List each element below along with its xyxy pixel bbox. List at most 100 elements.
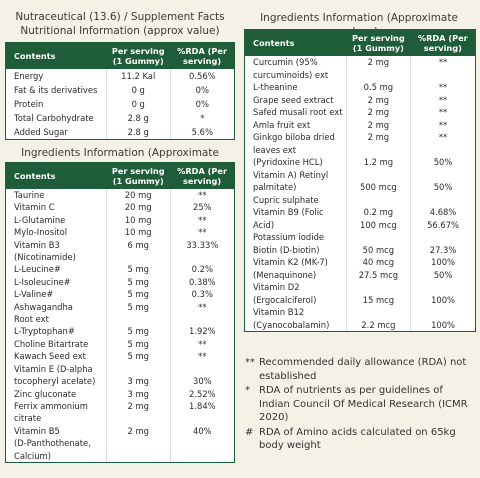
- table-cell: 3 mg: [105, 375, 171, 388]
- table-cell: 10 mg: [105, 213, 171, 227]
- table-row: Vitamin D2: [245, 281, 475, 294]
- table-cell: 100 mcg: [345, 218, 411, 231]
- table-row: leaves ext: [245, 143, 475, 156]
- table-row: Fat & its derivatives 0 g 0%: [6, 83, 234, 97]
- table-cell: 30%: [169, 375, 234, 388]
- table-cell: 100%: [410, 318, 475, 331]
- table-cell: Curcumin (95%: [253, 57, 318, 67]
- table-cell: Vitamin B5: [14, 425, 60, 436]
- table-row: Kawach Seed ext 5 mg **: [6, 350, 234, 363]
- header-cell: Contents: [6, 163, 107, 189]
- table-cell: **: [169, 350, 234, 363]
- table-cell: **: [169, 213, 234, 227]
- table-cell: Potassium iodide: [253, 232, 325, 242]
- table-cell: 5 mg: [105, 350, 171, 363]
- table-cell: **: [410, 118, 475, 131]
- table-cell: **: [410, 56, 475, 69]
- table-cell: [169, 449, 234, 462]
- table-cell: 100%: [410, 293, 475, 306]
- table-cell: 0.2 mg: [345, 206, 411, 219]
- footnote-symbol: #: [245, 426, 254, 438]
- header-cell: Contents: [245, 30, 347, 56]
- table-cell: 2.2 mcg: [345, 318, 411, 331]
- table-row: Vitamin A) Retinyl: [245, 168, 475, 181]
- header-cell: %RDA (Per serving): [170, 163, 234, 189]
- table-cell: Fat & its derivatives: [14, 85, 98, 95]
- table-cell: Root ext: [14, 314, 49, 325]
- table-row: Vitamin E (D-alpha: [6, 362, 234, 376]
- table-row: Grape seed extract 2 mg **: [245, 93, 475, 106]
- table-cell: [105, 412, 171, 425]
- table-cell: L-Tryptophan#: [14, 326, 75, 337]
- table-cell: 0.38%: [169, 275, 234, 289]
- table-body: Taurine 20 mg ** Vitamin C 20 mg 25% L-Glutami…: [6, 189, 234, 462]
- table-cell: 5 mg: [105, 337, 171, 351]
- table-cell: [345, 281, 411, 294]
- table-cell: [410, 306, 475, 319]
- title-line: Nutraceutical (13.6) / Supplement Facts: [15, 11, 225, 23]
- table-cell: Total Carbohydrate: [14, 113, 94, 123]
- table-row: curcuminoids) ext: [245, 68, 475, 81]
- table-cell: (Cyanocobalamin): [253, 319, 330, 330]
- table-cell: (D-Panthothenate,: [14, 438, 91, 449]
- footnote-text: RDA of nutrients as per guidelines of In…: [259, 385, 468, 423]
- table-cell: Ferrix ammonium: [14, 400, 88, 411]
- table-row: (Menaquinone) 27.5 mcg 50%: [245, 268, 475, 281]
- table-cell: **: [410, 106, 475, 119]
- table-cell: 27.5 mcg: [345, 268, 411, 281]
- table-cell: 56.67%: [410, 218, 475, 231]
- table-cell: 0%: [169, 97, 234, 111]
- table-cell: [105, 449, 171, 462]
- table-row: Vitamin B3 6 mg 33.33%: [6, 238, 234, 252]
- table-cell: Protein: [14, 99, 44, 109]
- table-cell: 2.8 g: [105, 111, 171, 125]
- table-cell: 0.5 mg: [345, 81, 411, 94]
- table-row: L-Tryptophan# 5 mg 1.92%: [6, 325, 234, 338]
- table-row: Potassium iodide: [245, 231, 475, 244]
- table-cell: 20 mg: [105, 189, 171, 202]
- footnote-symbol: **: [245, 357, 255, 368]
- table-cell: citrate: [14, 413, 42, 424]
- table: Contents Per serving (1 Gummy) %RDA (Per s…: [245, 30, 475, 331]
- table-cell: Grape seed extract: [253, 94, 334, 105]
- table-row: citrate: [6, 412, 234, 425]
- table-cell: 5 mg: [105, 325, 171, 338]
- table-cell: 2 mg: [105, 424, 171, 438]
- table-cell: 2 mg: [345, 118, 411, 131]
- table-cell: 6 mg: [105, 238, 171, 252]
- footnote-text: RDA of Amino acids calculated on 65kg bo…: [259, 426, 456, 452]
- table-cell: 33.33%: [169, 238, 234, 252]
- table-cell: 1.2 mg: [345, 156, 411, 169]
- table-cell: 0%: [169, 83, 234, 97]
- table-row: Cupric sulphate: [245, 193, 475, 206]
- table-cell: palmitate): [253, 182, 297, 192]
- table-cell: [105, 437, 171, 450]
- table-cell: Taurine: [14, 190, 45, 200]
- table-cell: Vitamin B9 (Folic: [253, 207, 324, 217]
- table-body: Curcumin (95% 2 mg ** curcuminoids) ext L-th…: [245, 56, 475, 331]
- table-cell: [105, 362, 171, 376]
- table-row: Curcumin (95% 2 mg **: [245, 56, 475, 69]
- table-cell: 3 mg: [105, 387, 171, 400]
- table-row: Safed musali root ext 2 mg **: [245, 106, 475, 119]
- table-cell: [345, 168, 411, 181]
- header-cell: Per serving (1 Gummy): [346, 30, 411, 56]
- table-head: Contents Per serving (1 Gummy) %RDA (Per s…: [6, 163, 234, 189]
- table-row: Biotin (D-biotin) 50 mcg 27.3%: [245, 243, 475, 256]
- table-cell: **: [169, 226, 234, 239]
- table-cell: L-Leucine#: [14, 264, 61, 275]
- table-cell: 0.2%: [169, 263, 234, 276]
- table-cell: 5 mg: [105, 263, 171, 276]
- header-cell: Per serving (1 Gummy): [106, 163, 171, 189]
- footnote: # RDA of Amino acids calculated on 65kg b…: [245, 426, 475, 453]
- table-cell: 2.52%: [169, 387, 234, 400]
- table-cell: [345, 306, 411, 319]
- table-row: Acid) 100 mcg 56.67%: [245, 218, 475, 231]
- table-cell: **: [169, 189, 234, 202]
- table-cell: 1.84%: [169, 399, 234, 413]
- table-cell: [345, 193, 411, 206]
- table-cell: [345, 231, 411, 244]
- table-row: Ginkgo biloba dried 2 mg **: [245, 131, 475, 144]
- table-cell: (Ergocalciferol): [253, 294, 317, 305]
- table-row: Added Sugar 2.8 g 5.6%: [6, 125, 234, 139]
